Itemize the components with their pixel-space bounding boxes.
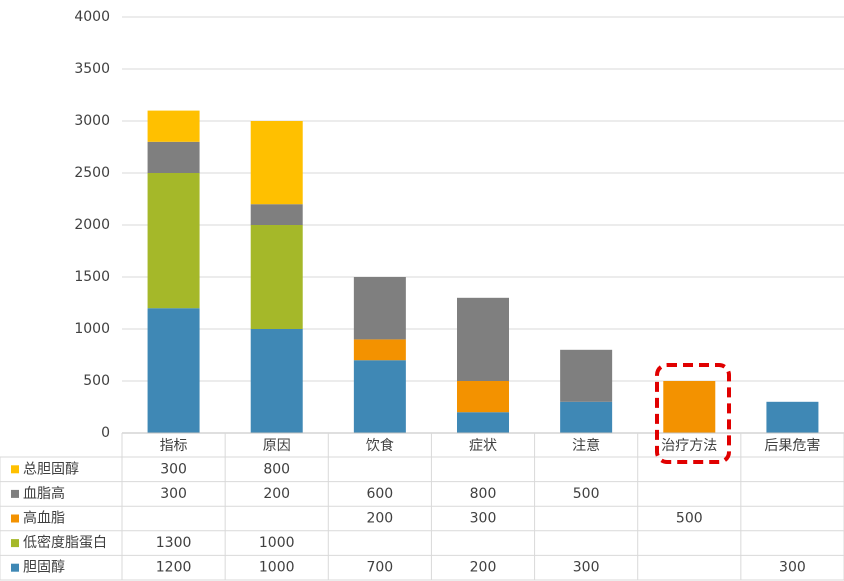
table-value: 300 <box>779 560 806 576</box>
bar-segment <box>250 204 303 225</box>
y-tick-label: 4000 <box>74 9 110 25</box>
bar-segment <box>250 121 303 205</box>
table-value: 200 <box>263 486 290 502</box>
bar-segment <box>147 173 200 309</box>
bar-segment <box>250 225 303 329</box>
table-value: 1000 <box>259 535 295 551</box>
bar-segment <box>560 401 613 433</box>
x-tick-label: 饮食 <box>366 437 394 454</box>
table-value: 300 <box>573 560 600 576</box>
table-value: 700 <box>366 560 393 576</box>
legend-label: 血脂高 <box>23 485 65 502</box>
bar-segment <box>353 277 406 340</box>
table-value: 300 <box>470 511 497 527</box>
table-value: 1300 <box>156 535 192 551</box>
bar-segment <box>353 339 406 361</box>
bar-segment <box>766 401 819 433</box>
table-value: 800 <box>470 486 497 502</box>
legend-swatch <box>11 465 19 474</box>
table-value: 800 <box>263 461 290 477</box>
y-tick-label: 500 <box>83 373 110 389</box>
y-tick-label: 2000 <box>74 217 110 233</box>
bar-segment <box>250 329 303 433</box>
y-tick-label: 1000 <box>74 321 110 337</box>
bar-segment <box>457 412 509 433</box>
x-tick-label: 注意 <box>572 437 600 454</box>
legend-label: 胆固醇 <box>23 559 65 576</box>
bar-segment <box>147 141 200 173</box>
x-tick-label: 原因 <box>263 438 291 454</box>
y-tick-label: 2500 <box>74 165 110 181</box>
x-tick-label: 症状 <box>469 438 497 454</box>
legend-swatch <box>11 563 19 572</box>
table-value: 300 <box>160 486 187 502</box>
table-value: 500 <box>573 486 600 502</box>
y-tick-label: 0 <box>101 425 110 441</box>
highlight-box <box>655 363 731 464</box>
x-tick-label: 指标 <box>160 438 188 454</box>
x-tick-label: 后果危害 <box>764 438 820 454</box>
legend-label: 总胆固醇 <box>23 460 79 477</box>
table-value: 200 <box>470 560 497 576</box>
y-tick-label: 1500 <box>74 269 110 285</box>
bar-segment <box>147 110 200 142</box>
y-tick-label: 3000 <box>74 113 110 129</box>
legend-swatch <box>11 489 19 498</box>
table-value: 500 <box>676 511 703 527</box>
legend-swatch <box>11 539 19 548</box>
bar-segment <box>353 360 406 433</box>
bar-segment <box>457 381 509 413</box>
table-value: 200 <box>366 511 393 527</box>
y-tick-label: 3500 <box>74 61 110 77</box>
table-value: 300 <box>160 461 187 477</box>
legend-label: 高血脂 <box>23 510 65 527</box>
legend-swatch <box>11 514 19 523</box>
bar-segment <box>663 381 716 433</box>
x-tick-label: 治疗方法 <box>661 438 717 454</box>
legend-label: 低密度脂蛋白 <box>23 534 107 551</box>
table-value: 600 <box>366 486 393 502</box>
table-value: 1000 <box>259 560 295 576</box>
bar-segment <box>457 297 509 381</box>
bar-segment <box>147 308 200 433</box>
table-value: 1200 <box>156 560 192 576</box>
bar-segment <box>560 349 613 402</box>
